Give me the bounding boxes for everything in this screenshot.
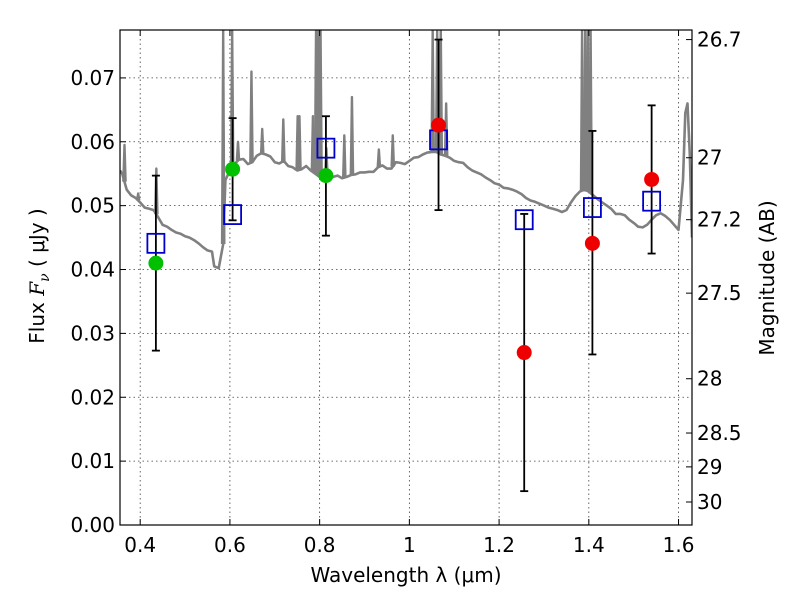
model-flux-square xyxy=(514,209,534,231)
x-axis-label: Wavelength λ (μm) xyxy=(310,563,501,587)
x-tick-label: 1.6 xyxy=(663,533,695,557)
x-tick-label: 1 xyxy=(403,533,416,557)
y-tick-label: 0.03 xyxy=(70,321,115,345)
y2-axis-label: Magnitude (AB) xyxy=(755,200,779,355)
marker-layer xyxy=(146,117,662,361)
y-tick-label: 0.05 xyxy=(70,194,115,218)
y2-tick-label: 27.2 xyxy=(697,208,742,232)
y-tick-label: 0.00 xyxy=(70,513,115,537)
emission-line-spike xyxy=(280,118,286,162)
y2-tick-label: 27.5 xyxy=(697,281,742,305)
emission-line-spike xyxy=(235,140,241,161)
model-spectrum-line xyxy=(120,102,692,270)
emission-line-spike xyxy=(249,70,254,163)
emission-line-spike xyxy=(310,115,316,173)
model-flux-square xyxy=(146,232,166,254)
observed-flux-point-red xyxy=(516,345,532,361)
emission-line-spike xyxy=(438,30,444,155)
emission-line-spike xyxy=(588,30,593,194)
y-axis-label-suffix: ( μJy ) xyxy=(25,208,49,273)
y-axis-label-symbol: F xyxy=(25,281,49,297)
emission-line-spike xyxy=(318,30,323,177)
observed-flux-point-red xyxy=(584,235,600,251)
model-spectrum-layer xyxy=(120,30,692,270)
observed-flux-point-red xyxy=(644,171,660,187)
x-tick-label: 1.4 xyxy=(573,533,605,557)
emission-line-spike xyxy=(259,127,265,154)
y-axis-label: Flux Fν ( μJy ) xyxy=(25,208,53,343)
y2-tick-label: 28 xyxy=(697,367,722,391)
emission-line-spike xyxy=(430,30,436,153)
y-tick-label: 0.04 xyxy=(70,258,115,282)
y-tick-label: 0.07 xyxy=(70,66,115,90)
x-tick-label: 0.6 xyxy=(214,533,246,557)
observed-flux-point-green xyxy=(225,161,241,177)
emission-line-spike xyxy=(135,192,141,201)
y2-tick-label: 28.5 xyxy=(697,421,742,445)
tick-layer: 0.4 0.6 0.8 1 1.2 1.4 1.6 0.00 0.01 0.02 0.03 0.04 0… xyxy=(70,28,741,557)
observed-flux-point-red xyxy=(431,117,447,133)
y2-tick-label: 29 xyxy=(697,455,722,479)
emission-line-spike xyxy=(349,95,355,175)
y2-tick-label: 30 xyxy=(697,490,722,514)
emission-line-spike xyxy=(297,115,302,170)
x-tick-label: 0.4 xyxy=(124,533,156,557)
emission-line-spike xyxy=(390,134,396,167)
emission-line-spike xyxy=(585,30,591,192)
model-flux-square xyxy=(223,204,243,225)
emission-line-spike xyxy=(122,143,127,182)
emission-line-spike xyxy=(341,134,347,178)
emission-line-spike xyxy=(582,30,588,191)
observed-flux-point-green xyxy=(148,255,164,271)
emission-line-spike xyxy=(220,30,226,244)
plot-frame xyxy=(119,29,693,526)
y2-tick-label: 27 xyxy=(697,146,722,170)
y-tick-label: 0.06 xyxy=(70,130,115,154)
model-flux-square xyxy=(642,190,662,212)
y-axis-label-prefix: Flux xyxy=(25,296,49,344)
y-axis-label-subscript: ν xyxy=(37,273,53,282)
x-tick-label: 0.8 xyxy=(304,533,336,557)
y-tick-label: 0.01 xyxy=(70,449,115,473)
emission-line-spike xyxy=(579,30,585,191)
y2-tick-label: 26.7 xyxy=(697,28,742,52)
model-flux-square xyxy=(316,137,336,159)
emission-line-spike xyxy=(376,148,382,168)
observed-flux-point-green xyxy=(318,168,334,184)
model-flux-square xyxy=(583,197,602,218)
y-tick-label: 0.02 xyxy=(70,385,115,409)
x-tick-label: 1.2 xyxy=(483,533,515,557)
